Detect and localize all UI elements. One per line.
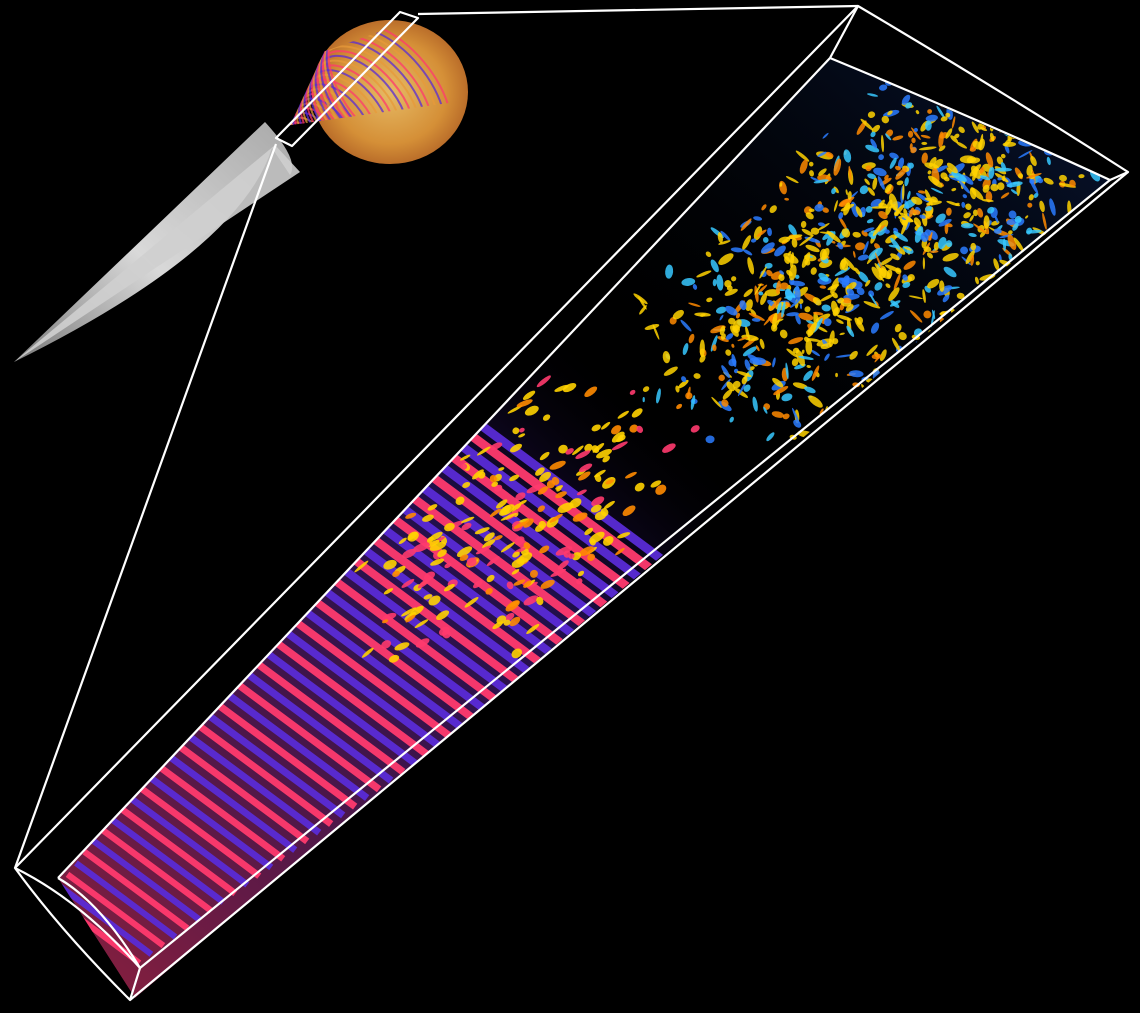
- wedge-frame-rail-left: [57, 57, 831, 879]
- zoom-source-box: [274, 10, 420, 148]
- cone-thumbnail: [14, 20, 468, 362]
- zoom-frame: [13, 4, 1130, 1002]
- wedge-frame-inner-mid: [57, 877, 141, 969]
- wedge-frame-rail-right: [139, 179, 1111, 969]
- wedge-frame-far-edge: [829, 56, 1129, 182]
- wedge-frame-top-rail: [829, 5, 859, 59]
- cone-base: [312, 20, 468, 164]
- cone-body: [14, 122, 293, 362]
- zoomed-wedge: [58, 58, 1110, 998]
- zoom-line-bottom: [13, 143, 278, 869]
- zoom-line-top: [417, 4, 859, 16]
- wedge-frame-outer: [13, 4, 1130, 1002]
- wedge-frame-inner-near: [14, 867, 142, 1001]
